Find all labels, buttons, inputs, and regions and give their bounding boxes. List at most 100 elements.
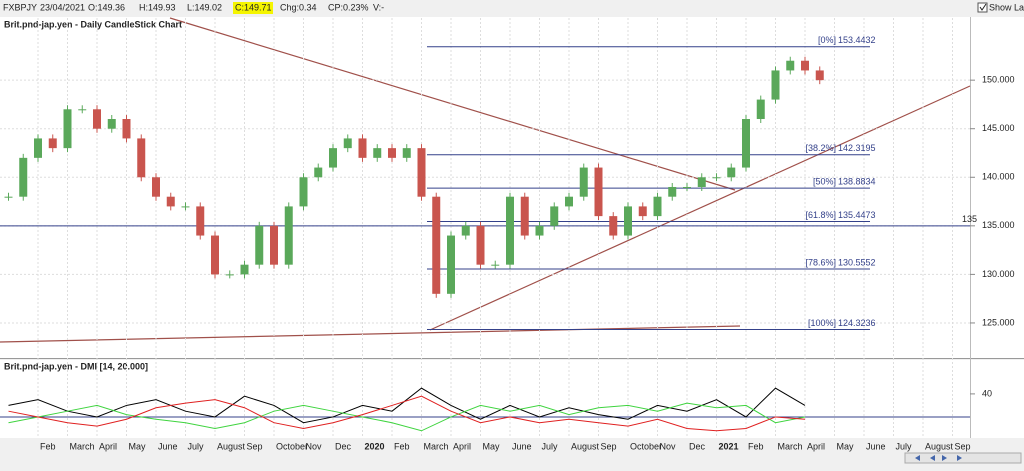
candle [284,206,293,265]
candle [432,196,441,294]
fib-value: 153.4432 [838,35,876,45]
x-tick-label: August [571,441,600,451]
change-pct: CP:0.23% [328,2,369,12]
x-tick-label: April [807,441,825,451]
fib-value: 124.3236 [838,318,876,328]
candle [358,138,367,158]
y-tick-label: 125.000 [982,317,1015,327]
fib-percent: [50%] [813,176,836,186]
x-tick-label: Sep [601,441,617,451]
trend-line [429,85,971,331]
candle [152,177,160,197]
candle [329,148,337,168]
x-tick-label: Dec [335,441,352,451]
volume: V:- [373,2,384,12]
candle [550,206,559,226]
candle [491,264,500,266]
dmi-title: Brit.pnd-jap.yen - DMI [14, 20.000] [4,361,148,371]
candle [756,99,765,120]
candle [609,216,618,236]
x-tick-label: October [276,441,308,451]
fib-value: 138.8834 [838,176,876,186]
candle [373,148,382,158]
fib-percent: [61.8%] [805,210,836,220]
date: 23/04/2021 [40,2,85,12]
x-tick-label: July [188,441,205,451]
show-last-label[interactable]: Show Last [989,2,1024,12]
x-tick-label: May [837,441,855,451]
candle [402,148,411,158]
fib-percent: [100%] [808,318,836,328]
candle [196,206,205,236]
fib-value: 142.3195 [838,143,876,153]
x-tick-label: Feb [40,441,56,451]
dmi-line [8,395,806,432]
candle [255,225,264,265]
fib-percent: [38.2%] [805,143,836,153]
x-tick-label: Sep [247,441,263,451]
y-tick-label: 135.000 [982,220,1015,230]
candle [697,177,706,187]
candle [594,167,603,217]
candle [166,196,175,207]
x-axis-area [0,440,1024,466]
check [979,3,987,11]
candle [107,119,116,129]
candle [78,109,87,111]
candle [683,186,691,188]
x-tick-label: August [925,441,954,451]
candle [786,60,795,71]
price-panel [0,17,1024,358]
candle [314,167,323,178]
candle [653,196,662,217]
candle [225,274,234,276]
symbol: FXBPJY [3,2,37,12]
y-tick-label: 40 [982,388,992,398]
fib-percent: [78.6%] [805,257,836,267]
candle [624,206,632,236]
x-tick-label: August [217,441,246,451]
candle [461,225,470,236]
x-tick-label: April [453,441,471,451]
candle [48,138,57,149]
candle [638,206,647,217]
x-tick-label: March [778,441,803,451]
chart-title: Brit.pnd-jap.yen - Daily CandleStick Cha… [4,19,182,29]
candle [668,186,677,197]
candle [181,206,190,208]
x-tick-label: April [99,441,117,451]
trend-line [169,17,736,191]
scrollbar[interactable] [904,452,1022,464]
candle [815,70,824,81]
y-tick-label: 145.000 [982,123,1015,133]
fib-value: 135.4473 [838,210,876,220]
candle [535,225,544,236]
level-label: 135 [962,214,977,224]
x-tick-label: March [424,441,449,451]
scroll-buttons[interactable] [915,455,962,461]
high: H:149.93 [139,2,176,12]
y-tick-label: 130.000 [982,269,1015,279]
fib-percent: [0%] [818,35,836,45]
show-last-checkbox[interactable] [977,2,988,13]
candle [506,196,514,265]
y-tick-label: 140.000 [982,172,1015,182]
dmi-panel [0,360,1024,438]
candle [742,119,750,168]
x-tick-label: Feb [748,441,764,451]
candle [122,119,131,139]
candle [476,225,485,265]
x-tick-label: Nov [660,441,677,451]
candle [727,167,736,178]
candle [270,225,278,265]
candle [63,109,72,149]
candle [4,196,13,198]
open: O:149.36 [88,2,125,12]
candle [34,138,42,158]
close: C:149.71 [235,2,272,12]
x-tick-label: Nov [306,441,323,451]
candle [565,196,573,207]
x-tick-label: Feb [394,441,410,451]
low: L:149.02 [187,2,222,12]
